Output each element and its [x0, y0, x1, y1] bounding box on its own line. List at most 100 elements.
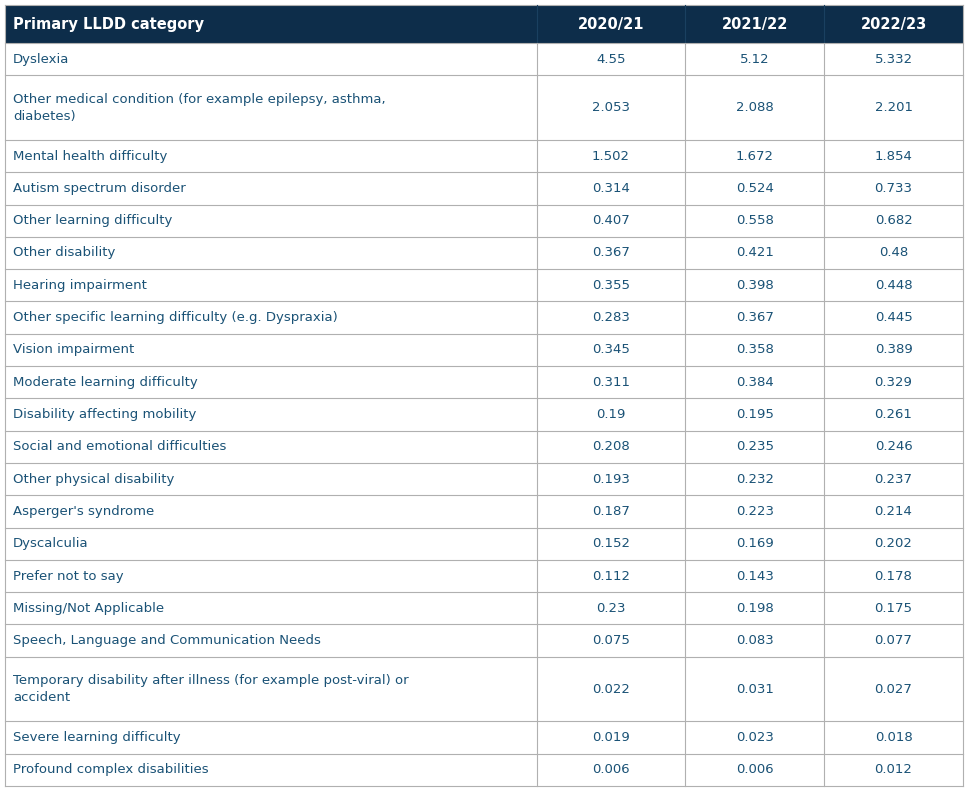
Text: 0.223: 0.223 [736, 505, 773, 518]
Text: 0.524: 0.524 [736, 182, 773, 195]
Bar [5, 528, 963, 560]
Bar [5, 140, 963, 172]
Text: 0.198: 0.198 [736, 602, 773, 615]
Text: 2020/21: 2020/21 [578, 17, 644, 32]
Text: Other physical disability: Other physical disability [13, 472, 174, 486]
Text: 0.558: 0.558 [736, 214, 773, 227]
Text: 0.232: 0.232 [736, 472, 773, 486]
Text: 0.083: 0.083 [736, 634, 773, 647]
Text: Primary LLDD category: Primary LLDD category [13, 17, 204, 32]
Bar [5, 237, 963, 269]
Text: 0.208: 0.208 [592, 441, 630, 453]
Text: 0.019: 0.019 [592, 731, 630, 744]
Text: 0.143: 0.143 [736, 570, 773, 582]
Text: 0.398: 0.398 [736, 278, 773, 292]
Text: 0.358: 0.358 [736, 343, 773, 357]
Text: 0.389: 0.389 [875, 343, 913, 357]
Text: 1.502: 1.502 [592, 149, 630, 163]
Text: Missing/Not Applicable: Missing/Not Applicable [13, 602, 165, 615]
Bar [5, 75, 963, 140]
Text: 5.332: 5.332 [874, 53, 913, 66]
Text: 0.407: 0.407 [592, 214, 630, 227]
Text: 0.367: 0.367 [592, 247, 630, 259]
Text: 0.006: 0.006 [736, 763, 773, 776]
Text: Vision impairment: Vision impairment [13, 343, 135, 357]
Text: 0.283: 0.283 [592, 311, 630, 324]
Text: 0.193: 0.193 [592, 472, 630, 486]
Text: 2021/22: 2021/22 [721, 17, 788, 32]
Text: 0.311: 0.311 [592, 376, 630, 388]
Bar [5, 301, 963, 334]
Bar [5, 399, 963, 430]
Text: Speech, Language and Communication Needs: Speech, Language and Communication Needs [13, 634, 320, 647]
Text: 4.55: 4.55 [596, 53, 625, 66]
Bar [5, 624, 963, 657]
Text: 1.672: 1.672 [736, 149, 773, 163]
Text: 0.421: 0.421 [736, 247, 773, 259]
Text: 0.329: 0.329 [875, 376, 913, 388]
Text: Other specific learning difficulty (e.g. Dyspraxia): Other specific learning difficulty (e.g.… [13, 311, 338, 324]
Bar [5, 5, 963, 43]
Bar [5, 721, 963, 754]
Text: 1.854: 1.854 [875, 149, 913, 163]
Text: 0.733: 0.733 [874, 182, 913, 195]
Text: 0.112: 0.112 [592, 570, 630, 582]
Bar [5, 366, 963, 399]
Text: 0.246: 0.246 [875, 441, 913, 453]
Text: Other learning difficulty: Other learning difficulty [13, 214, 172, 227]
Text: 2.053: 2.053 [592, 101, 630, 114]
Text: 0.178: 0.178 [875, 570, 913, 582]
Bar [5, 560, 963, 592]
Text: 0.152: 0.152 [592, 537, 630, 551]
Text: 0.355: 0.355 [592, 278, 630, 292]
Text: 0.261: 0.261 [875, 408, 913, 421]
Text: 0.075: 0.075 [592, 634, 630, 647]
Text: 0.012: 0.012 [875, 763, 913, 776]
Text: 0.202: 0.202 [875, 537, 913, 551]
Text: Profound complex disabilities: Profound complex disabilities [13, 763, 209, 776]
Text: Prefer not to say: Prefer not to say [13, 570, 124, 582]
Bar [5, 205, 963, 237]
Text: 0.682: 0.682 [875, 214, 913, 227]
Bar [5, 463, 963, 495]
Text: 0.237: 0.237 [874, 472, 913, 486]
Text: 0.023: 0.023 [736, 731, 773, 744]
Text: 0.031: 0.031 [736, 683, 773, 695]
Bar [5, 430, 963, 463]
Text: 0.006: 0.006 [592, 763, 630, 776]
Text: 0.195: 0.195 [736, 408, 773, 421]
Text: 0.314: 0.314 [592, 182, 630, 195]
Text: Disability affecting mobility: Disability affecting mobility [13, 408, 197, 421]
Text: 0.19: 0.19 [596, 408, 625, 421]
Text: Mental health difficulty: Mental health difficulty [13, 149, 167, 163]
Text: 0.077: 0.077 [875, 634, 913, 647]
Text: 0.018: 0.018 [875, 731, 913, 744]
Text: Moderate learning difficulty: Moderate learning difficulty [13, 376, 197, 388]
Text: 2.201: 2.201 [874, 101, 913, 114]
Text: 0.445: 0.445 [875, 311, 913, 324]
Text: Severe learning difficulty: Severe learning difficulty [13, 731, 181, 744]
Text: 0.235: 0.235 [736, 441, 773, 453]
Text: 0.367: 0.367 [736, 311, 773, 324]
Text: 0.169: 0.169 [736, 537, 773, 551]
Text: 2.088: 2.088 [736, 101, 773, 114]
Text: 5.12: 5.12 [740, 53, 770, 66]
Bar [5, 172, 963, 205]
Text: 0.448: 0.448 [875, 278, 913, 292]
Text: 0.23: 0.23 [596, 602, 625, 615]
Text: Other disability: Other disability [13, 247, 115, 259]
Text: 0.027: 0.027 [875, 683, 913, 695]
Text: Dyscalculia: Dyscalculia [13, 537, 89, 551]
Bar [5, 334, 963, 366]
Text: Dyslexia: Dyslexia [13, 53, 70, 66]
Text: Hearing impairment: Hearing impairment [13, 278, 147, 292]
Text: 0.48: 0.48 [879, 247, 908, 259]
Bar [5, 754, 963, 786]
Bar [5, 43, 963, 75]
Text: Temporary disability after illness (for example post-viral) or
accident: Temporary disability after illness (for … [13, 674, 408, 704]
Text: 0.384: 0.384 [736, 376, 773, 388]
Text: 2022/23: 2022/23 [861, 17, 926, 32]
Text: Other medical condition (for example epilepsy, asthma,
diabetes): Other medical condition (for example epi… [13, 93, 385, 123]
Text: 0.175: 0.175 [874, 602, 913, 615]
Bar [5, 495, 963, 528]
